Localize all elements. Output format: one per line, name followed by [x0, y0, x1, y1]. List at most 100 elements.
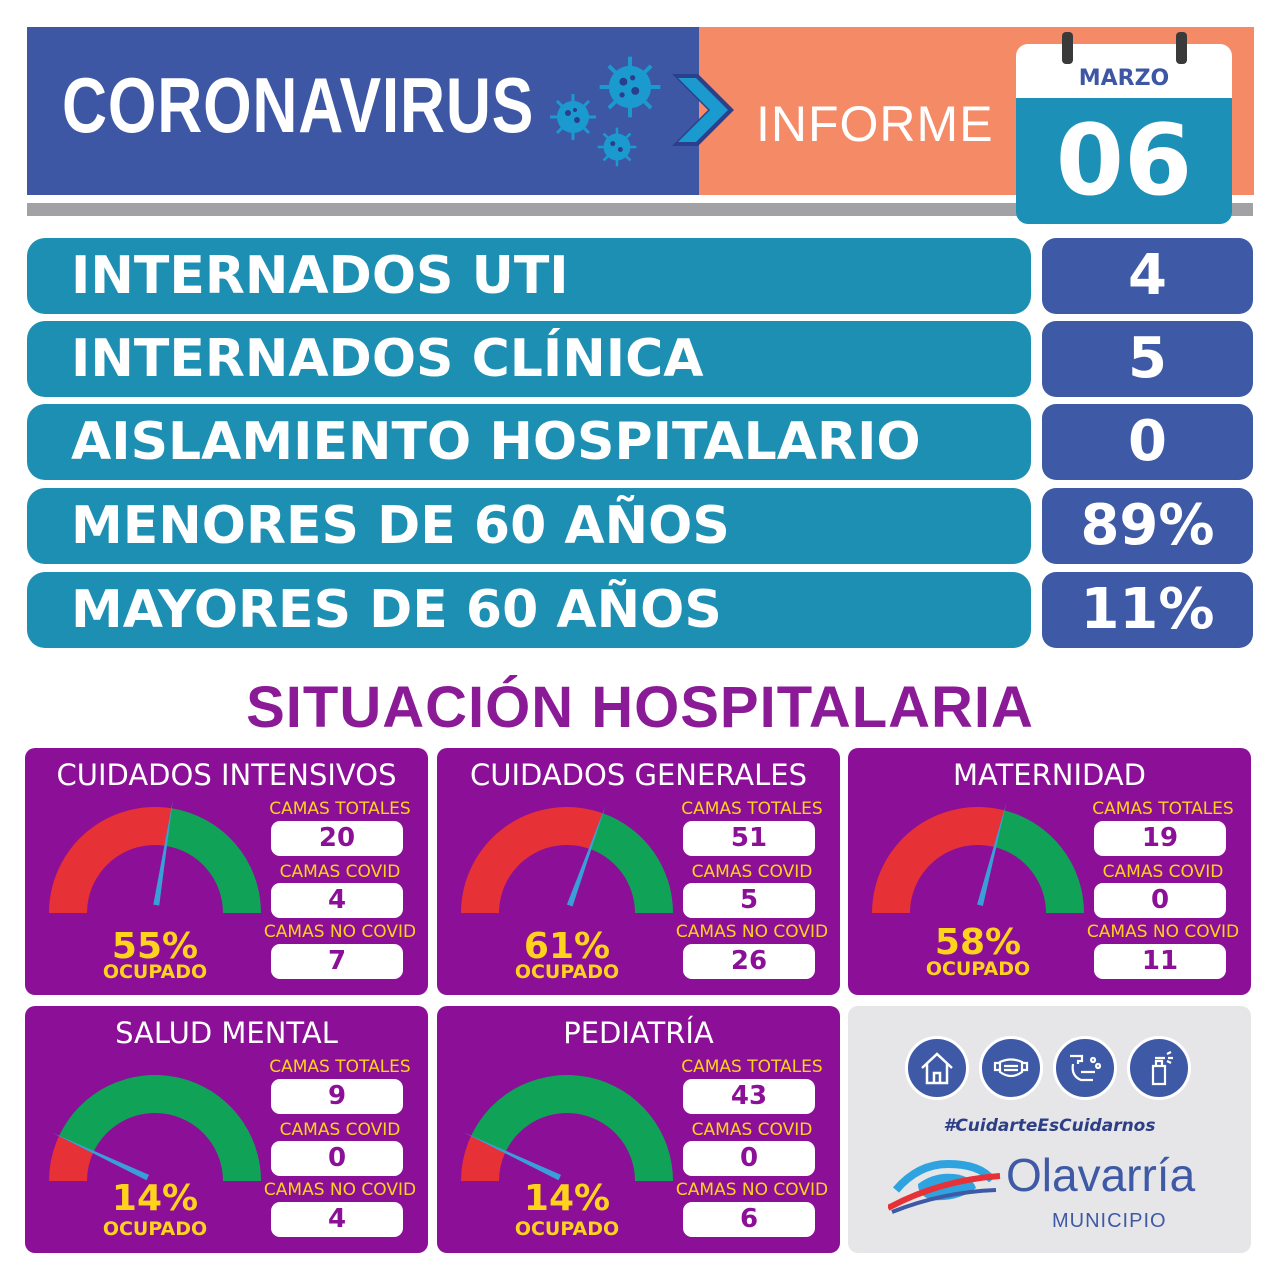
stat-label: AISLAMIENTO HOSPITALARIO: [71, 412, 921, 472]
occupancy-gauge: [461, 1075, 673, 1181]
occupancy-label: OCUPADO: [102, 1218, 208, 1240]
gauge-needle: [51, 1132, 150, 1181]
stat-value-uti: 4: [1042, 238, 1253, 314]
stat-value-mayores: 11%: [1042, 572, 1253, 648]
total-beds-label: CAMAS TOTALES: [269, 799, 411, 819]
stat-label: INTERNADOS CLÍNICA: [71, 329, 704, 389]
calendar-icon: MARZO 06: [1016, 32, 1232, 224]
occupancy-gauge: [49, 800, 261, 913]
stat-label: MAYORES DE 60 AÑOS: [71, 580, 722, 640]
stat-value: 5: [1128, 326, 1167, 391]
stat-row-menores: MENORES DE 60 AÑOS: [27, 488, 1031, 564]
stat-label: INTERNADOS UTI: [71, 246, 569, 306]
total-beds-label: CAMAS TOTALES: [681, 799, 823, 819]
virus-icon: [550, 94, 596, 140]
gauge-free-arc: [471, 1075, 673, 1181]
brand-subtitle: MUNICIPIO: [1052, 1210, 1167, 1232]
stat-row-mayores: MAYORES DE 60 AÑOS: [27, 572, 1031, 648]
stat-row-clinica: INTERNADOS CLÍNICA: [27, 321, 1031, 397]
stat-label: MENORES DE 60 AÑOS: [71, 496, 730, 556]
card-title: PEDIATRÍA: [563, 1016, 714, 1050]
card-title: CUIDADOS GENERALES: [470, 758, 807, 792]
calendar-month: MARZO: [1078, 66, 1170, 91]
covid-beds-label: CAMAS COVID: [691, 1120, 813, 1140]
occupancy-percent: 14%: [111, 1178, 199, 1219]
stat-value-menores: 89%: [1042, 488, 1253, 564]
gauge-free-arc: [165, 808, 261, 913]
covid-beds-value: 5: [683, 883, 815, 918]
brand-name: Olavarría: [1006, 1149, 1196, 1201]
occupancy-percent: 55%: [111, 926, 199, 967]
total-beds-value: 51: [683, 821, 815, 856]
gauge-needle: [153, 800, 173, 906]
occupancy-percent: 14%: [523, 1178, 611, 1219]
gauge-occupied-arc: [49, 807, 172, 913]
covid-beds-value: 0: [271, 1141, 403, 1176]
card-salud-mental: SALUD MENTAL 14% OCUPADO CAMAS TOTALES 9…: [25, 1006, 428, 1253]
card-cuidados-generales: CUIDADOS GENERALES 61% OCUPADO CAMAS TOT…: [437, 748, 840, 995]
covid-beds-label: CAMAS COVID: [279, 862, 401, 882]
stat-value-aislamiento: 0: [1042, 404, 1253, 480]
non-covid-beds-label: CAMAS NO COVID: [675, 1180, 829, 1200]
chevron-right-icon: [672, 74, 734, 146]
occupancy-gauge: [872, 802, 1084, 913]
gauge-needle: [566, 805, 606, 907]
occupancy-gauge: [461, 805, 673, 913]
section-title: SITUACIÓN HOSPITALARIA: [246, 675, 1034, 740]
hand-wash-icon: [1053, 1036, 1117, 1100]
non-covid-beds-value: 11: [1094, 944, 1226, 979]
covid-beds-label: CAMAS COVID: [279, 1120, 401, 1140]
campaign-panel: #CuidarteEsCuidarnos Olavarría MUNICIPIO: [848, 1006, 1251, 1253]
header-subtitle: INFORME: [756, 96, 994, 152]
gauge-free-arc: [590, 813, 673, 913]
occupancy-percent: 58%: [934, 922, 1022, 963]
non-covid-beds-value: 26: [683, 944, 815, 979]
non-covid-beds-label: CAMAS NO COVID: [263, 922, 417, 942]
stat-row-aislamiento: AISLAMIENTO HOSPITALARIO: [27, 404, 1031, 480]
card-maternidad: MATERNIDAD 58% OCUPADO CAMAS TOTALES 19 …: [848, 748, 1251, 995]
stat-value: 11%: [1080, 577, 1215, 642]
header-divider: [27, 203, 1253, 216]
card-title: CUIDADOS INTENSIVOS: [56, 758, 397, 792]
mask-icon: [979, 1036, 1043, 1100]
virus-icon: [597, 127, 637, 167]
calendar-day: 06: [1055, 104, 1193, 218]
card-cuidados-intensivos: CUIDADOS INTENSIVOS 55% OCUPADO CAMAS TO…: [25, 748, 428, 995]
gauge-needle: [977, 802, 1007, 906]
campaign-hashtag: #CuidarteEsCuidarnos: [943, 1116, 1156, 1136]
stat-value: 0: [1128, 409, 1167, 474]
total-beds-label: CAMAS TOTALES: [681, 1057, 823, 1077]
calendar-body: [1016, 98, 1232, 224]
total-beds-value: 43: [683, 1079, 815, 1114]
home-icon: [905, 1036, 969, 1100]
total-beds-value: 19: [1094, 821, 1226, 856]
occupancy-label: OCUPADO: [925, 958, 1031, 980]
covid-beds-value: 0: [683, 1141, 815, 1176]
stat-value: 89%: [1080, 493, 1215, 558]
gauge-occupied-arc: [461, 807, 603, 913]
gauge-free-arc: [59, 1075, 261, 1181]
sanitizer-icon: [1127, 1036, 1191, 1100]
covid-beds-label: CAMAS COVID: [1102, 862, 1224, 882]
stat-value: 4: [1128, 243, 1167, 308]
stat-row-uti: INTERNADOS UTI: [27, 238, 1031, 314]
calendar-ring: [1062, 32, 1073, 64]
card-pediatria: PEDIATRÍA 14% OCUPADO CAMAS TOTALES 43 C…: [437, 1006, 840, 1253]
gauge-occupied-arc: [872, 807, 1005, 913]
stat-value-clinica: 5: [1042, 321, 1253, 397]
covid-beds-label: CAMAS COVID: [691, 862, 813, 882]
non-covid-beds-value: 4: [271, 1202, 403, 1237]
card-title: MATERNIDAD: [952, 758, 1147, 792]
olavarria-logo-icon: [888, 1159, 1001, 1214]
non-covid-beds-label: CAMAS NO COVID: [675, 922, 829, 942]
non-covid-beds-value: 7: [271, 944, 403, 979]
total-beds-value: 20: [271, 821, 403, 856]
calendar-top: [1016, 44, 1232, 98]
occupancy-label: OCUPADO: [514, 961, 620, 983]
covid-beds-value: 0: [1094, 883, 1226, 918]
total-beds-label: CAMAS TOTALES: [1092, 799, 1234, 819]
total-beds-label: CAMAS TOTALES: [269, 1057, 411, 1077]
occupancy-label: OCUPADO: [514, 1218, 620, 1240]
occupancy-label: OCUPADO: [102, 961, 208, 983]
gauge-free-arc: [994, 810, 1084, 913]
